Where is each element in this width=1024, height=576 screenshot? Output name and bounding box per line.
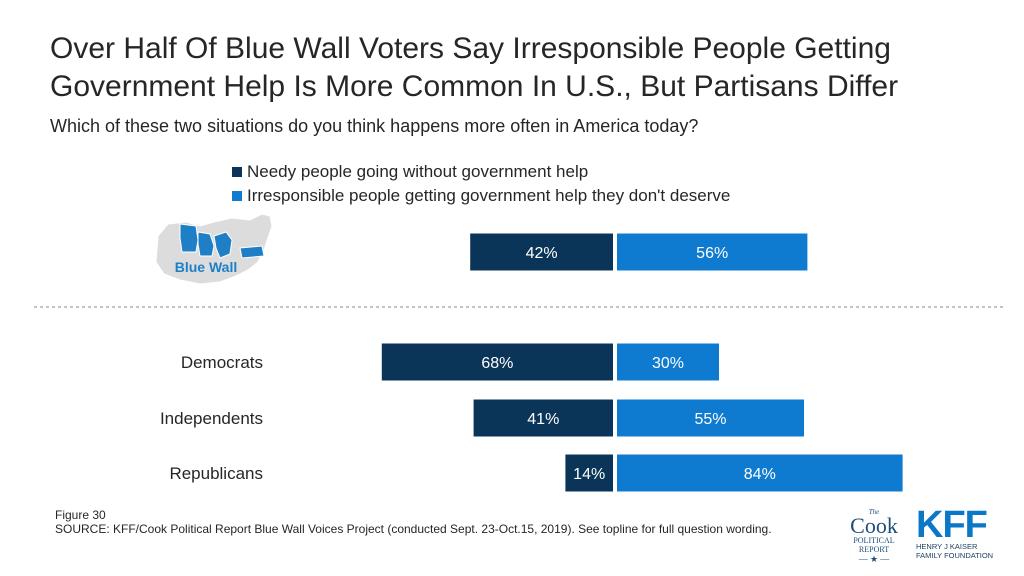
category-label-republicans: Republicans	[169, 464, 263, 483]
data-label-needy-democrats: 68%	[481, 355, 513, 372]
data-label-needy-republicans: 14%	[573, 466, 605, 483]
bar-irresponsible-republicans	[617, 454, 903, 492]
legend-swatch-needy	[232, 167, 242, 177]
kff-logo-line1: HENRY J KAISER	[916, 542, 978, 551]
kff-logo: KFF HENRY J KAISER FAMILY FOUNDATION	[916, 504, 996, 560]
data-label-irresponsible-democrats: 30%	[652, 355, 684, 372]
data-label-irresponsible-blue-wall: 56%	[696, 245, 728, 262]
legend: Needy people going without government he…	[232, 160, 730, 208]
legend-label-irresponsible: Irresponsible people getting government …	[247, 186, 731, 205]
figure-number: Figure 30	[55, 508, 106, 522]
map-minnesota	[179, 223, 199, 253]
blue-wall-map: Blue Wall	[155, 213, 273, 285]
legend-label-needy: Needy people going without government he…	[247, 162, 589, 181]
cook-political-report-logo: The Cook POLITICAL REPORT — ★ —	[840, 508, 908, 565]
bar-needy-democrats	[381, 343, 613, 381]
bar-needy-independents	[473, 399, 613, 437]
map-pennsylvania	[239, 245, 265, 259]
bar-irresponsible-democrats	[617, 343, 719, 381]
legend-item-needy: Needy people going without government he…	[232, 160, 730, 184]
bar-needy-republicans	[565, 454, 613, 492]
legend-swatch-irresponsible	[232, 191, 242, 201]
star-icon: — ★ —	[858, 554, 890, 564]
cook-logo-line1: POLITICAL	[853, 536, 895, 545]
data-label-irresponsible-republicans: 84%	[744, 466, 776, 483]
category-label-democrats: Democrats	[181, 353, 263, 372]
bars-group: 42% 56% Democrats 68% 30% Independents 41% 55% R…	[160, 233, 903, 492]
data-label-needy-blue-wall: 42%	[526, 245, 558, 262]
cook-logo-the: The	[868, 508, 880, 516]
kff-logo-line2: FAMILY FOUNDATION	[916, 551, 994, 560]
bar-needy-blue-wall	[470, 233, 613, 271]
cook-logo-line2: REPORT	[858, 545, 890, 554]
source-note: SOURCE: KFF/Cook Political Report Blue W…	[55, 522, 772, 536]
bar-irresponsible-independents	[617, 399, 804, 437]
chart-title: Over Half Of Blue Wall Voters Say Irresp…	[50, 32, 899, 103]
bar-irresponsible-blue-wall	[617, 233, 808, 271]
map-michigan	[213, 231, 233, 259]
data-label-needy-independents: 41%	[527, 411, 559, 428]
map-wisconsin	[197, 231, 215, 257]
legend-item-irresponsible: Irresponsible people getting government …	[232, 184, 730, 208]
map-label: Blue Wall	[175, 259, 238, 275]
cook-logo-name: Cook	[850, 513, 898, 538]
category-label-independents: Independents	[160, 409, 263, 428]
kff-logo-name: KFF	[916, 504, 988, 546]
chart-subtitle: Which of these two situations do you thi…	[50, 116, 699, 136]
data-label-irresponsible-independents: 55%	[694, 411, 726, 428]
